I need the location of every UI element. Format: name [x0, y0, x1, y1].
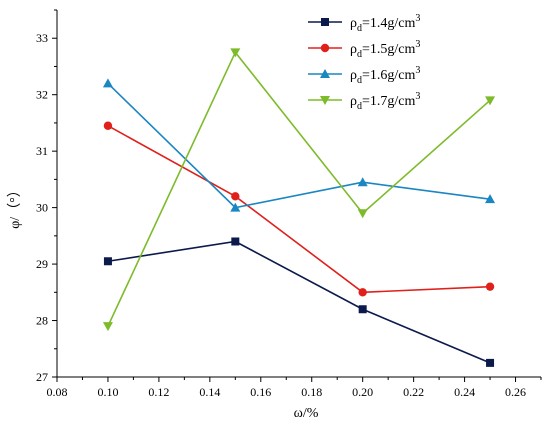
data-point [103, 121, 113, 130]
legend-item-2: ρd=1.5g/cm3 [308, 39, 420, 60]
legend-label: ρd=1.7g/cm3 [350, 91, 420, 112]
axes: 0.08 0.10 0.12 0.14 0.16 0.18 0.20 0.22 0.24 0.26… [36, 9, 542, 399]
x-tick-label: 0.18 [301, 385, 322, 399]
x-tick-label: 0.20 [352, 385, 373, 399]
data-point [485, 96, 496, 106]
series-line [107, 240, 491, 364]
legend-label: ρd=1.4g/cm3 [350, 13, 420, 34]
y-tick-label: 30 [36, 201, 48, 215]
x-tick-label: 0.10 [97, 385, 118, 399]
data-point [486, 358, 495, 367]
legend: ρd=1.4g/cm3 ρd=1.5g/cm3 ρd=1.6g/cm3 ρd=1.7g… [308, 13, 420, 112]
x-axis-title: ω/% [294, 406, 319, 421]
data-point [102, 322, 113, 332]
series-2 [103, 121, 495, 297]
series-1 [103, 237, 495, 367]
legend-item-3: ρd=1.6g/cm3 [308, 65, 420, 86]
x-tick-label: 0.24 [454, 385, 475, 399]
series-line [107, 82, 491, 209]
series-layer [102, 48, 496, 367]
legend-swatch-marker [320, 43, 330, 53]
y-tick-label: 27 [36, 370, 48, 384]
x-tick-label: 0.08 [47, 385, 68, 399]
y-tick-label: 32 [36, 88, 48, 102]
y-tick-label: 31 [36, 144, 48, 158]
x-tick-label: 0.12 [148, 385, 169, 399]
data-point [358, 288, 367, 297]
x-tick-label: 0.26 [505, 385, 526, 399]
data-point [231, 237, 240, 246]
y-tick-label: 28 [36, 314, 48, 328]
x-tick-label: 0.14 [199, 385, 220, 399]
data-point [358, 305, 367, 314]
legend-swatch-marker [320, 96, 330, 105]
x-tick-label: 0.22 [403, 385, 424, 399]
data-point [102, 78, 113, 88]
series-3 [102, 78, 496, 212]
series-line [107, 50, 491, 327]
legend-item-1: ρd=1.4g/cm3 [308, 13, 420, 34]
data-point [357, 209, 368, 219]
data-point [485, 194, 496, 204]
data-point [357, 177, 368, 187]
legend-label: ρd=1.6g/cm3 [350, 65, 420, 86]
legend-item-4: ρd=1.7g/cm3 [308, 91, 420, 112]
series-4 [102, 48, 496, 332]
legend-label: ρd=1.5g/cm3 [350, 39, 420, 60]
data-point [230, 48, 241, 58]
legend-swatch-marker [320, 69, 330, 78]
legend-swatch-marker [321, 18, 329, 26]
x-tick-label: 0.16 [250, 385, 271, 399]
data-point [485, 282, 495, 291]
data-point [230, 202, 241, 212]
y-tick-label: 29 [36, 257, 48, 271]
y-tick-label: 33 [36, 31, 48, 45]
series-line [107, 125, 491, 294]
data-point [231, 192, 240, 201]
data-point [103, 257, 112, 266]
y-axis-title: φ/（°） [7, 183, 23, 229]
